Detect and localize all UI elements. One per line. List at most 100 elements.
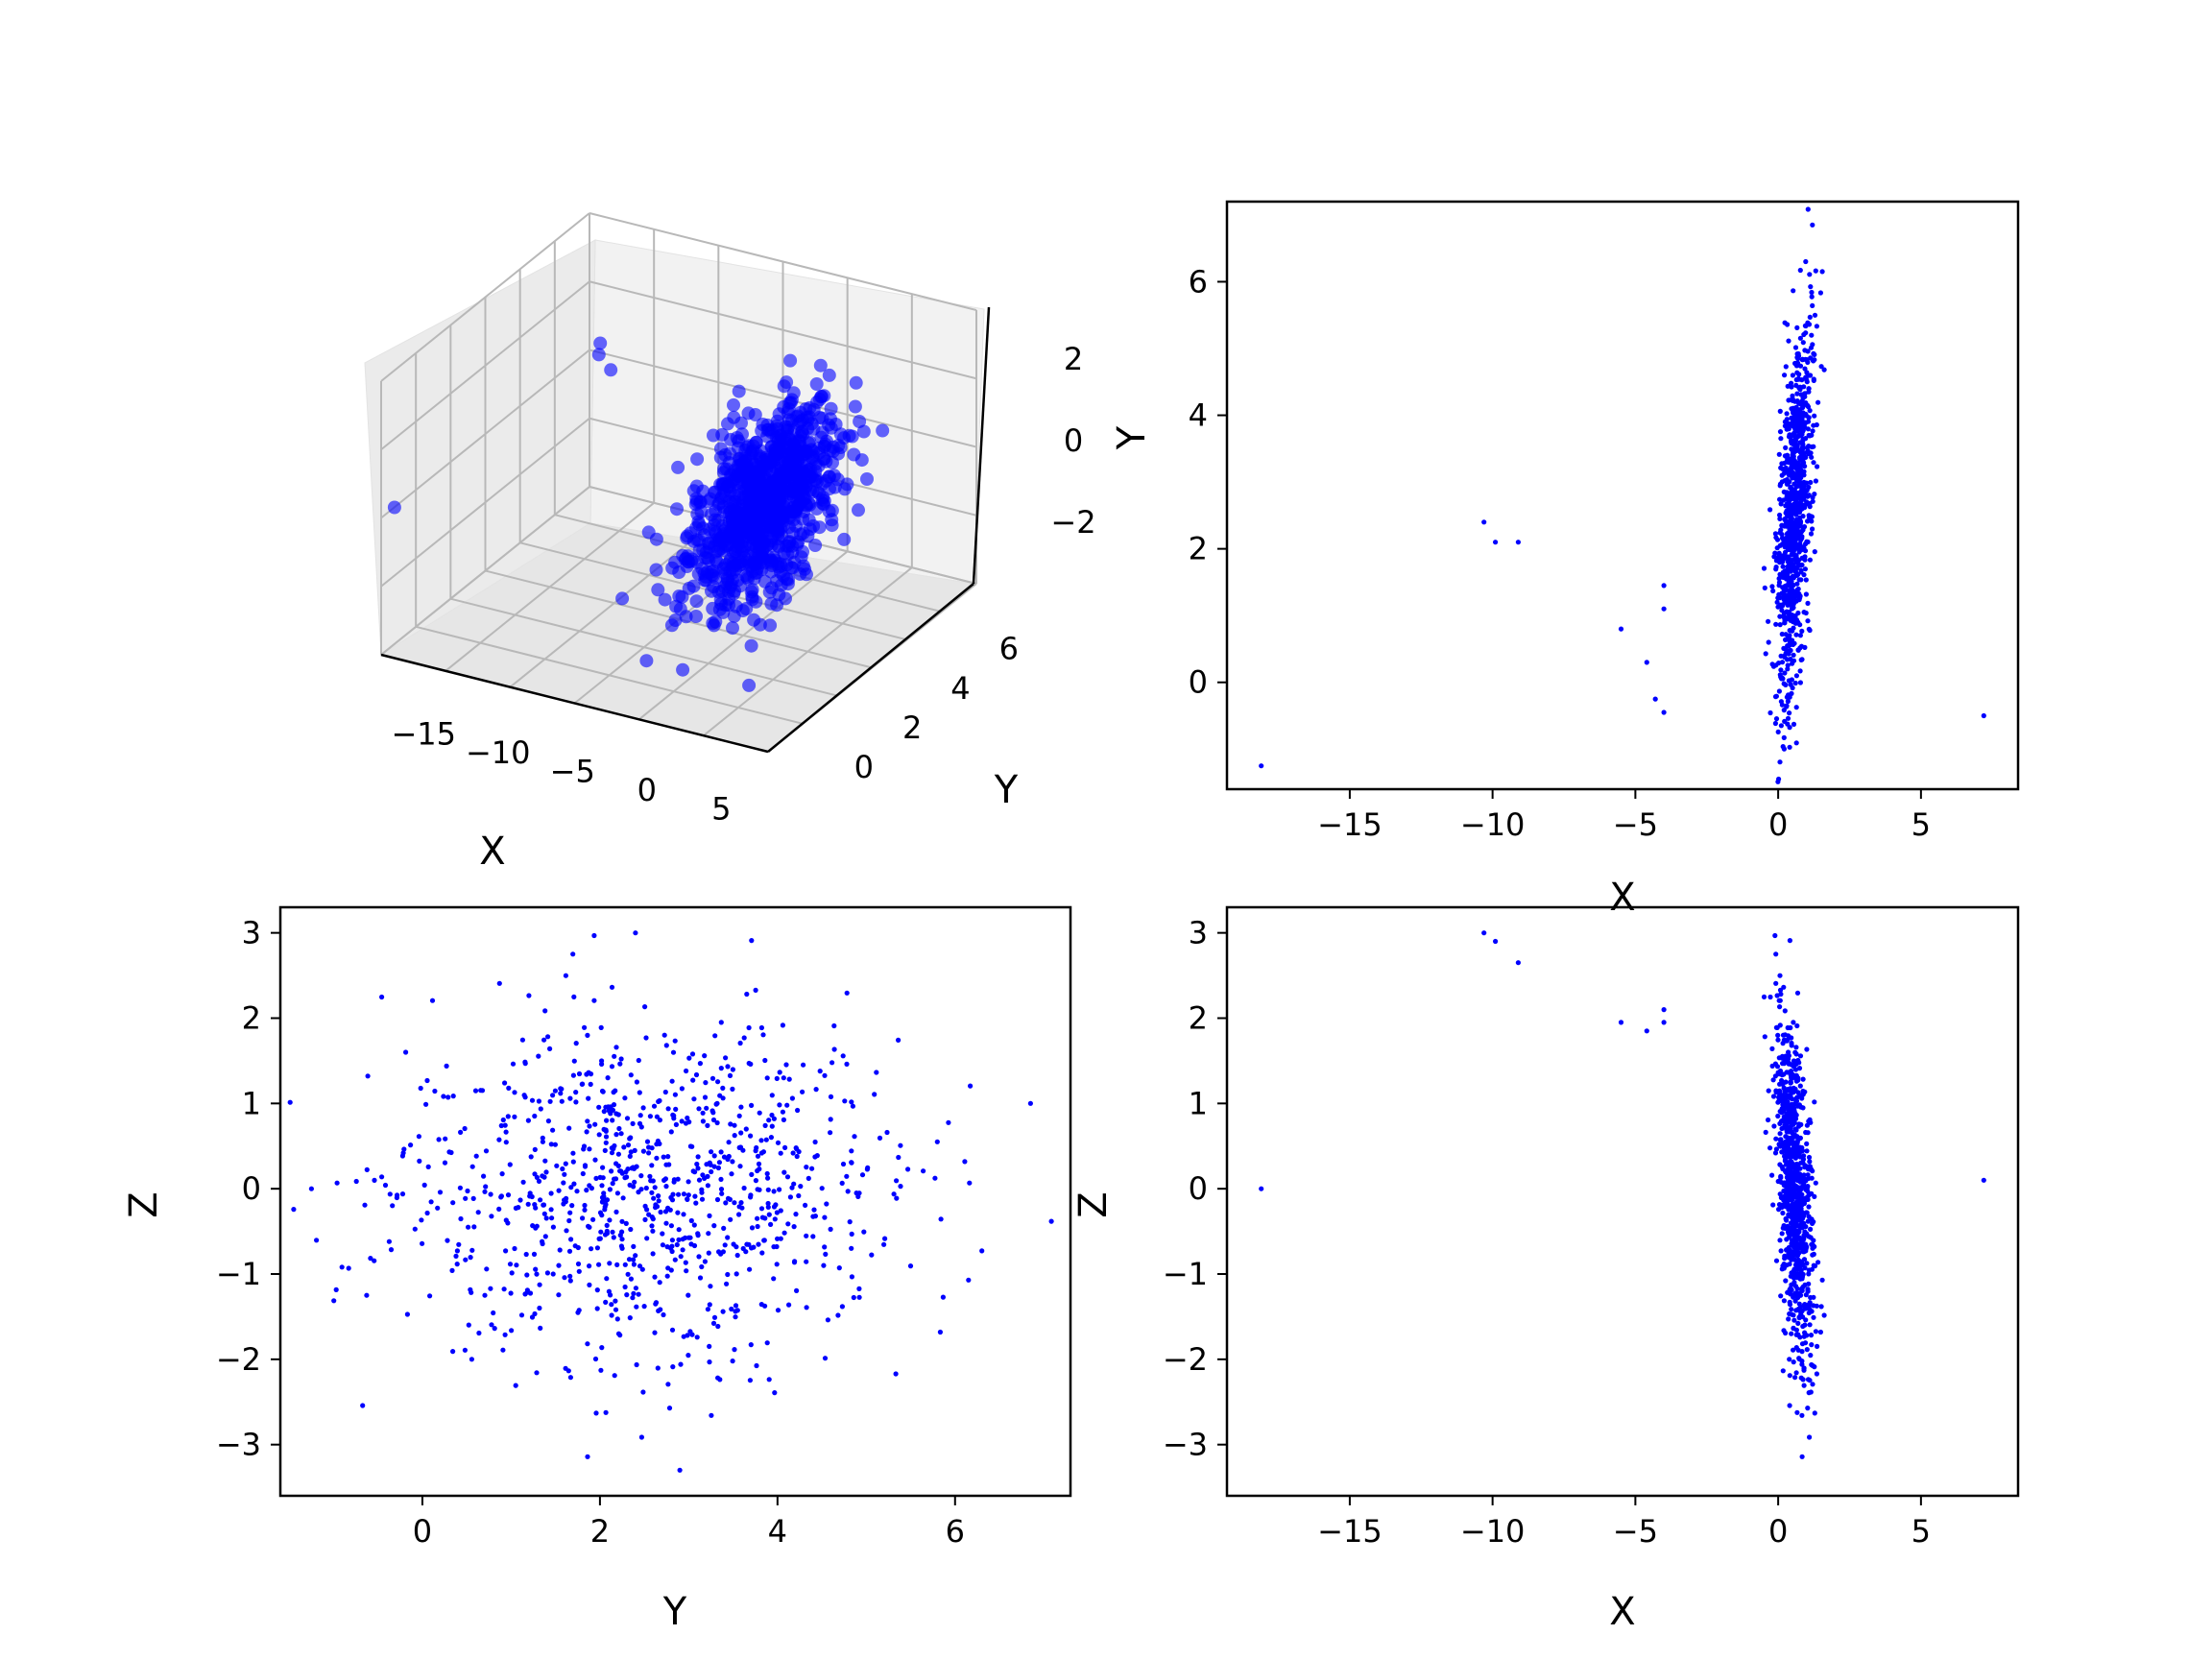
scatter-point [1481,519,1487,525]
scatter-3d-point [716,500,731,515]
scatter-3d-point [757,492,772,506]
scatter-point [1807,408,1813,414]
scatter-point [1802,566,1808,572]
x-tick-label: 0 [1768,806,1788,843]
scatter-point [591,932,597,939]
scatter-point [761,1238,767,1243]
scatter-point [1788,575,1793,582]
scatter-point [1776,1094,1782,1100]
scatter-point [754,1362,759,1369]
scatter-point [636,1190,641,1195]
scatter-point [404,1311,410,1317]
scatter-point [502,1122,508,1128]
scatter-point [542,1234,548,1239]
scatter-point [1773,716,1780,722]
scatter-point [573,1090,579,1095]
scatter-point [576,1070,583,1077]
scatter-point [1782,423,1788,429]
scatter-point [648,1178,654,1184]
scatter-point [1809,1266,1815,1272]
scatter-point [1812,491,1817,497]
scatter-3d-point [641,525,656,540]
scatter-point [1792,1185,1799,1191]
scatter-point [823,1251,829,1257]
scatter-point [1799,377,1805,383]
scatter-point [1769,1046,1775,1051]
scatter-point [748,1342,754,1348]
scatter-point [1805,1184,1811,1190]
scatter-point [741,1035,747,1041]
scatter-point [656,1193,661,1199]
scatter-point [424,1077,430,1084]
scatter-point [651,1103,658,1109]
scatter-point [719,1190,725,1196]
scatter-point [764,1170,770,1177]
scatter-point [514,1262,519,1268]
scatter-point [550,1271,556,1277]
scatter-point [1799,1454,1805,1459]
scatter-point [541,1211,547,1216]
scatter-point [671,1179,677,1185]
scatter-point [1788,647,1793,654]
scatter-point [1812,312,1818,318]
scatter-point [1811,460,1816,466]
scatter-point [1778,667,1784,673]
scatter-point [1808,479,1814,486]
scatter-point [804,1259,809,1264]
scatter-point [604,1228,610,1234]
scatter-3d-point [854,453,869,468]
scatter-point [1806,1204,1812,1210]
scatter-point [609,1168,614,1174]
scatter-point [784,1102,790,1108]
scatter-point [665,1265,671,1271]
scatter-point [1770,1077,1776,1083]
scatter-point [674,1241,680,1248]
scatter-point [697,1061,704,1067]
x-axis-label-xy: X [1609,876,1635,920]
scatter-point [1801,496,1807,502]
scatter-point [758,1138,764,1143]
scatter-point [1798,577,1804,583]
scatter-point [562,1275,567,1281]
scatter-point [1789,616,1794,622]
scatter-point [1818,364,1824,370]
scatter-point [721,1154,728,1160]
scatter-point [1793,1145,1800,1151]
y-tick-label: 3 [242,915,261,951]
scatter-point [594,1306,600,1311]
scatter-point [938,1216,944,1222]
scatter-point [1777,622,1783,628]
scatter-point [1793,376,1799,383]
scatter-3d-point [823,482,836,496]
scatter-point [921,1168,926,1174]
scatter-3d-point [815,493,830,507]
scatter-point [478,1088,484,1094]
scatter-point [716,1249,722,1255]
scatter-point [796,1149,802,1155]
scatter-point [765,1175,771,1181]
scatter-point [794,1287,800,1293]
scatter-point [1796,1066,1803,1071]
scatter-point [680,1247,685,1253]
scatter-point [1782,1032,1788,1038]
scatter-point [746,1024,752,1031]
scatter-point [812,1214,819,1219]
scatter-3d-point [706,601,720,615]
scatter-point [687,1329,693,1334]
scatter-point [669,1238,676,1243]
scatter-point [1794,354,1800,360]
scatter-point [1806,415,1812,421]
scatter-point [725,1064,731,1070]
scatter-point [417,1158,422,1164]
scatter-point [469,1164,475,1169]
scatter-point [582,1202,588,1209]
scatter-point [1805,618,1811,624]
scatter-point [469,1247,475,1253]
scatter-point [844,990,850,996]
scatter-point [690,1168,696,1174]
scatter-point [547,1098,553,1104]
scatter-point [1797,547,1803,554]
scatter-point [450,1349,456,1355]
scatter-point [1805,493,1811,499]
